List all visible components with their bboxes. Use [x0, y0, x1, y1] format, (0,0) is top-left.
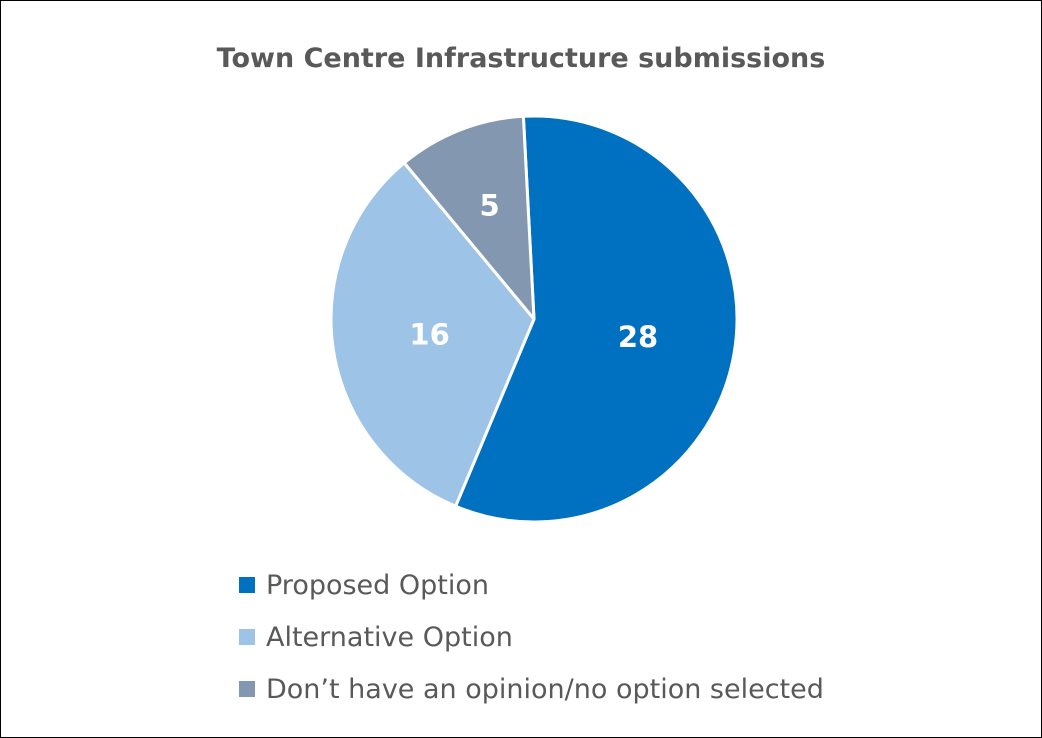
legend: Proposed Option Alternative Option Don’t…	[239, 561, 824, 717]
legend-label-no-opinion: Don’t have an opinion/no option selected	[266, 673, 824, 705]
legend-label-proposed: Proposed Option	[266, 569, 490, 601]
legend-swatch-alternative	[239, 629, 255, 645]
data-label-no-opinion: 5	[480, 189, 500, 223]
legend-item-proposed: Proposed Option	[239, 561, 824, 609]
pie-slice-proposed	[454, 114, 739, 524]
legend-swatch-proposed	[239, 577, 255, 593]
pie-slice-no-opinion	[402, 114, 536, 321]
legend-item-alternative: Alternative Option	[239, 613, 824, 661]
data-label-proposed: 28	[618, 320, 658, 354]
data-label-alternative: 16	[409, 318, 449, 352]
pie-slice-alternative	[329, 161, 536, 508]
legend-swatch-no-opinion	[239, 681, 255, 697]
pie-chart: 28 16 5	[329, 114, 739, 524]
legend-item-no-opinion: Don’t have an opinion/no option selected	[239, 665, 824, 713]
chart-title: Town Centre Infrastructure submissions	[216, 43, 826, 74]
legend-label-alternative: Alternative Option	[266, 621, 513, 653]
